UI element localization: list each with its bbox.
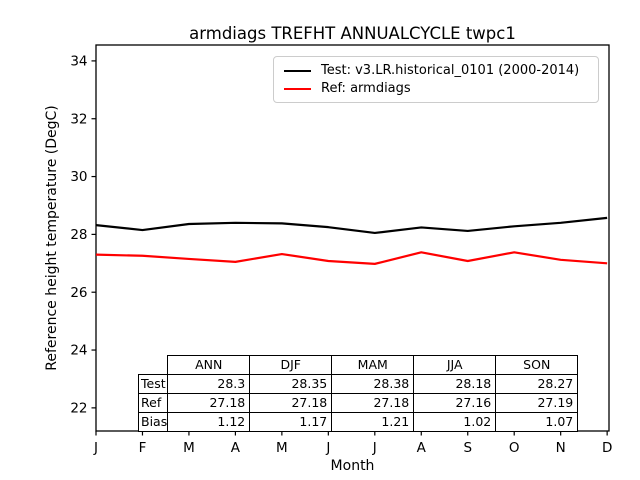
stats-value: 1.07 [495, 412, 579, 432]
stats-value: 1.02 [413, 412, 497, 432]
y-tick-label: 30 [70, 169, 87, 185]
x-tick-label: M [183, 440, 195, 456]
y-tick-label: 32 [70, 111, 87, 127]
stats-value: 28.27 [495, 374, 579, 394]
y-tick-label: 34 [70, 53, 87, 69]
stats-value: 27.19 [495, 393, 579, 413]
stats-col-header: ANN [167, 355, 251, 375]
y-tick-label: 26 [70, 285, 87, 301]
legend-item-ref: Ref: armdiags [284, 81, 592, 96]
ref-line-swatch [284, 87, 311, 90]
stats-value: 1.17 [249, 412, 333, 432]
stats-header-row: ANN DJF MAM JJA SON [139, 355, 579, 375]
y-tick-label: 22 [70, 400, 87, 416]
legend-item-test: Test: v3.LR.historical_0101 (2000-2014) [284, 63, 592, 78]
stats-row-ref: Ref 27.18 27.18 27.18 27.16 27.19 [137, 393, 579, 413]
stats-table: ANN DJF MAM JJA SON Test 28.3 28.35 28.3… [137, 355, 579, 432]
x-tick-label: M [276, 440, 288, 456]
x-tick-label: J [93, 440, 98, 456]
legend-label-test: Test: v3.LR.historical_0101 (2000-2014) [321, 63, 580, 78]
legend-label-ref: Ref: armdiags [321, 81, 411, 96]
stats-value: 27.16 [413, 393, 497, 413]
x-tick-label: N [556, 440, 566, 456]
stats-row-test: Test 28.3 28.35 28.38 28.18 28.27 [137, 374, 579, 394]
x-tick-label: A [231, 440, 241, 456]
x-tick-label: A [417, 440, 427, 456]
y-tick-label: 24 [70, 343, 87, 359]
test-line-swatch [284, 69, 311, 72]
stats-value: 28.38 [331, 374, 415, 394]
stats-corner-cell [139, 356, 168, 375]
stats-col-header: MAM [331, 355, 415, 375]
x-tick-label: D [602, 440, 612, 456]
stats-row-label: Test [137, 374, 169, 394]
stats-value: 27.18 [249, 393, 333, 413]
x-tick-label: O [509, 440, 520, 456]
chart-title: armdiags TREFHT ANNUALCYCLE twpc1 [189, 24, 516, 43]
y-axis-label: Reference height temperature (DegC) [44, 105, 60, 370]
stats-value: 1.21 [331, 412, 415, 432]
y-tick-label: 28 [70, 227, 87, 243]
ref-line [95, 251, 608, 265]
stats-value: 28.35 [249, 374, 333, 394]
stats-value: 28.3 [167, 374, 251, 394]
x-tick-label: S [463, 440, 472, 456]
x-tick-label: J [325, 440, 330, 456]
x-tick-label: F [139, 440, 147, 456]
stats-col-header: DJF [249, 355, 333, 375]
stats-value: 27.18 [167, 393, 251, 413]
stats-row-label: Bias [137, 412, 169, 432]
stats-value: 27.18 [331, 393, 415, 413]
x-tick-label: J [372, 440, 377, 456]
x-axis-label: Month [330, 458, 375, 474]
stats-row-label: Ref [137, 393, 169, 413]
stats-value: 28.18 [413, 374, 497, 394]
test-line [95, 216, 608, 235]
stats-col-header: SON [495, 355, 579, 375]
stats-row-bias: Bias 1.12 1.17 1.21 1.02 1.07 [137, 412, 579, 432]
stats-value: 1.12 [167, 412, 251, 432]
stats-col-header: JJA [413, 355, 497, 375]
legend: Test: v3.LR.historical_0101 (2000-2014) … [273, 56, 599, 103]
